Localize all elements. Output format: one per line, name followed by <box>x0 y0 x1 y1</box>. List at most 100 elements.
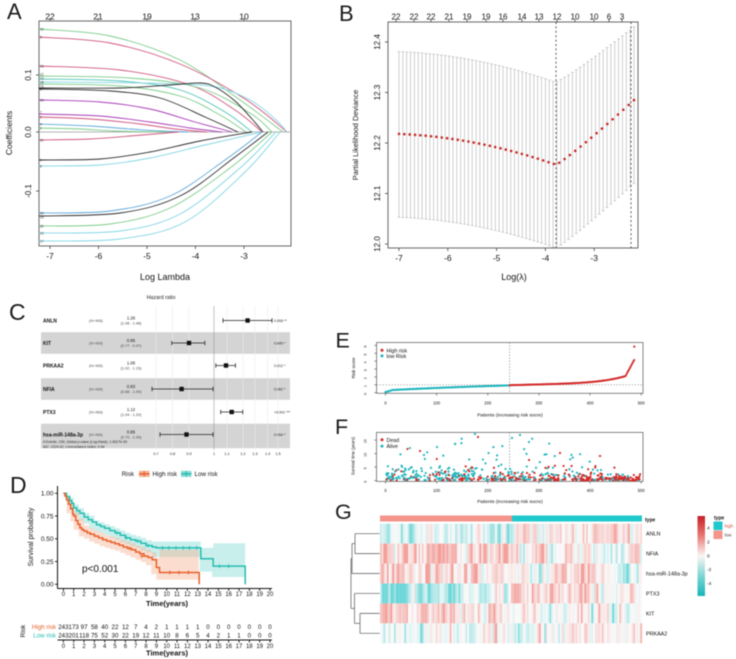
svg-text:2: 2 <box>217 633 221 640</box>
svg-text:KIT: KIT <box>646 611 655 617</box>
svg-text:1.3: 1.3 <box>252 452 257 456</box>
svg-text:0: 0 <box>707 553 710 559</box>
svg-text:6: 6 <box>40 165 42 169</box>
svg-text:-4: -4 <box>192 251 200 261</box>
svg-text:0.75: 0.75 <box>41 513 54 520</box>
svg-text:1: 1 <box>227 633 231 640</box>
svg-text:(1.08 - 1.48): (1.08 - 1.48) <box>121 322 142 326</box>
svg-text:2: 2 <box>82 644 86 650</box>
svg-text:2: 2 <box>40 116 42 120</box>
svg-text:500: 500 <box>638 488 646 493</box>
svg-text:4: 4 <box>144 624 148 631</box>
svg-text:p<0.001: p<0.001 <box>82 564 119 575</box>
svg-text:PTX3: PTX3 <box>646 592 659 598</box>
svg-text:KIT: KIT <box>43 341 51 347</box>
svg-text:(0.70 - 1.00): (0.70 - 1.00) <box>121 436 142 440</box>
svg-text:10: 10 <box>163 633 170 640</box>
svg-text:10: 10 <box>239 12 249 22</box>
svg-text:Risk score: Risk score <box>351 357 356 379</box>
svg-text:0: 0 <box>364 481 368 483</box>
svg-text:4: 4 <box>206 633 210 640</box>
svg-text:4: 4 <box>103 592 107 598</box>
svg-text:173: 173 <box>69 624 80 631</box>
svg-text:13: 13 <box>40 77 44 81</box>
svg-text:7: 7 <box>134 644 138 650</box>
svg-text:Patients (increasing risk socr: Patients (increasing risk socre) <box>477 499 543 505</box>
svg-text:High risk: High risk <box>32 624 57 631</box>
svg-text:9: 9 <box>40 159 42 163</box>
svg-text:16: 16 <box>40 216 44 220</box>
svg-text:15: 15 <box>364 439 368 443</box>
svg-text:30: 30 <box>112 633 119 640</box>
svg-text:0: 0 <box>258 624 262 631</box>
svg-text:15: 15 <box>215 592 222 598</box>
svg-text:0: 0 <box>268 624 272 631</box>
svg-text:18: 18 <box>246 592 253 598</box>
svg-text:1.5: 1.5 <box>275 452 280 456</box>
svg-text:13: 13 <box>194 592 201 598</box>
svg-text:13: 13 <box>194 644 201 650</box>
svg-text:4: 4 <box>707 526 710 532</box>
svg-text:0: 0 <box>62 644 66 650</box>
svg-text:1: 1 <box>186 624 190 631</box>
svg-text:High risk: High risk <box>153 471 178 478</box>
svg-text:-6: -6 <box>444 253 452 263</box>
svg-text:(1.04 - 1.20): (1.04 - 1.20) <box>121 413 142 417</box>
svg-text:200: 200 <box>484 488 492 493</box>
svg-text:19: 19 <box>463 13 472 22</box>
svg-text:1: 1 <box>363 385 367 387</box>
svg-text:0.85: 0.85 <box>127 430 136 435</box>
svg-text:(N=466): (N=466) <box>89 411 104 415</box>
svg-text:2: 2 <box>82 592 86 598</box>
svg-text:F: F <box>335 415 348 439</box>
svg-text:0: 0 <box>248 624 252 631</box>
svg-text:1: 1 <box>213 452 215 456</box>
svg-text:B: B <box>339 1 354 26</box>
svg-text:10: 10 <box>571 13 580 22</box>
svg-text:-7: -7 <box>46 251 54 261</box>
svg-text:74: 74 <box>40 85 44 89</box>
svg-text:9: 9 <box>155 644 159 650</box>
svg-text:1.1: 1.1 <box>224 452 229 456</box>
svg-text:243: 243 <box>58 624 69 631</box>
svg-text:0.062 *: 0.062 * <box>274 387 286 391</box>
svg-text:0.845 *: 0.845 * <box>274 341 286 345</box>
svg-text:Survival probability: Survival probability <box>28 507 35 566</box>
svg-text:10: 10 <box>163 644 170 650</box>
svg-text:19: 19 <box>256 644 263 650</box>
svg-text:5: 5 <box>364 467 368 469</box>
svg-text:ANLN: ANLN <box>43 318 57 324</box>
svg-text:type: type <box>645 518 656 524</box>
svg-text:NFIA: NFIA <box>43 387 55 393</box>
svg-text:(N=466): (N=466) <box>89 319 104 323</box>
svg-text:0: 0 <box>258 633 262 640</box>
svg-text:22: 22 <box>40 225 44 229</box>
svg-text:(0.68 - 1.00): (0.68 - 1.00) <box>121 390 142 394</box>
svg-text:C: C <box>9 299 26 325</box>
svg-text:2: 2 <box>707 540 710 546</box>
svg-text:-2: -2 <box>707 567 712 573</box>
svg-text:15: 15 <box>40 65 44 69</box>
svg-text:20: 20 <box>267 592 274 598</box>
svg-text:-4: -4 <box>542 253 550 263</box>
svg-text:-7: -7 <box>395 253 403 263</box>
svg-text:11: 11 <box>174 592 181 598</box>
svg-text:12: 12 <box>553 13 562 22</box>
svg-text:97: 97 <box>81 624 88 631</box>
svg-text:18: 18 <box>246 644 253 650</box>
svg-text:6: 6 <box>124 592 128 598</box>
svg-text:3: 3 <box>93 644 97 650</box>
svg-text:22: 22 <box>45 12 55 22</box>
svg-text:0: 0 <box>227 624 231 631</box>
svg-text:3: 3 <box>93 592 97 598</box>
svg-text:1: 1 <box>72 644 76 650</box>
svg-text:100: 100 <box>433 401 441 406</box>
svg-text:400: 400 <box>587 401 595 406</box>
svg-text:low: low <box>725 533 733 538</box>
svg-text:(N=466): (N=466) <box>89 433 104 437</box>
svg-text:0.008 **: 0.008 ** <box>274 319 287 323</box>
svg-text:58: 58 <box>91 624 98 631</box>
svg-text:1: 1 <box>196 624 200 631</box>
svg-text:0.9: 0.9 <box>186 452 191 456</box>
svg-text:21: 21 <box>445 13 454 22</box>
